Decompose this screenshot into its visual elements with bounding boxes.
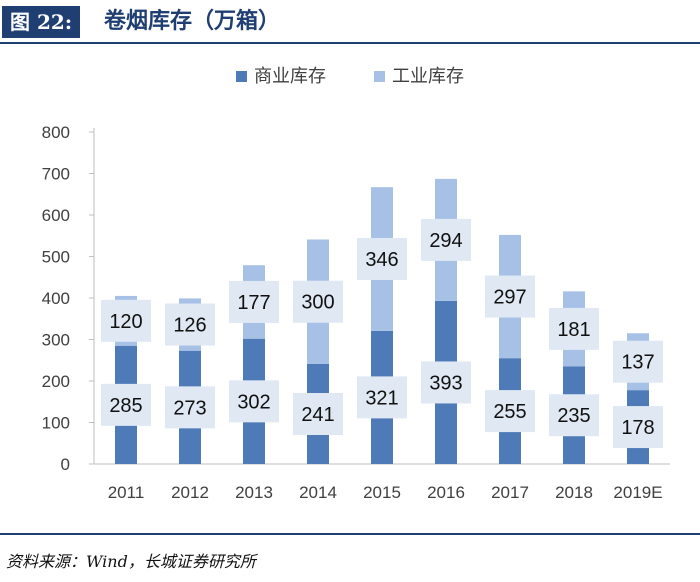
y-tick-label: 100	[42, 414, 70, 433]
x-tick-label: 2013	[235, 483, 273, 502]
data-label: 273	[173, 397, 206, 419]
data-label-box	[485, 390, 535, 433]
data-label: 321	[365, 387, 398, 409]
x-tick-label: 2014	[299, 483, 337, 502]
y-tick-label: 700	[42, 165, 70, 184]
data-label: 285	[109, 395, 142, 417]
data-label: 177	[237, 292, 270, 314]
figure-label: 图 22:	[2, 6, 81, 38]
data-label: 294	[429, 230, 462, 252]
data-label: 297	[493, 287, 526, 309]
legend: 商业库存 工业库存	[236, 66, 464, 87]
data-label: 241	[301, 404, 334, 426]
data-label-box	[357, 376, 407, 419]
x-tick-label: 2017	[491, 483, 529, 502]
data-label: 302	[237, 391, 270, 413]
data-label-box	[421, 361, 471, 404]
data-label: 137	[621, 352, 654, 374]
x-axis: 2011 2012 2013 2014 2015 2016 2017 2018 2019E	[94, 463, 670, 502]
legend-label-1: 工业库存	[392, 66, 464, 87]
y-tick-label: 300	[42, 331, 70, 350]
data-label-box	[229, 280, 279, 323]
title-bar: 图 22: 卷烟库存（万箱）	[0, 0, 700, 44]
x-tick-label: 2015	[363, 483, 401, 502]
data-label-box	[165, 303, 215, 346]
legend-swatch-0	[236, 71, 247, 82]
x-tick-label: 2016	[427, 483, 465, 502]
data-label-box	[229, 380, 279, 423]
data-label: 120	[109, 311, 142, 333]
source-note: 资料来源：Wind，长城证券研究所	[6, 552, 256, 571]
y-axis: 0 100 200 300 400 500 600 700 800	[42, 123, 95, 474]
data-label-box	[549, 394, 599, 437]
data-label: 346	[365, 249, 398, 271]
data-label: 393	[429, 372, 462, 394]
x-tick-label: 2012	[171, 483, 209, 502]
legend-label-0: 商业库存	[254, 66, 326, 87]
data-label-box	[549, 307, 599, 350]
data-label: 255	[493, 401, 526, 423]
data-label-box	[165, 386, 215, 429]
data-label-box	[613, 406, 663, 449]
data-label-box	[101, 383, 151, 426]
y-tick-label: 400	[42, 289, 70, 308]
data-label-box	[293, 392, 343, 435]
data-label: 300	[301, 292, 334, 314]
x-tick-label: 2011	[108, 483, 145, 502]
x-tick-label: 2018	[555, 483, 593, 502]
chart-title: 卷烟库存（万箱）	[104, 9, 281, 34]
data-label-box	[293, 280, 343, 323]
data-labels: 285 120 273 126 302 177 241 300 321 346 393 294 255 2…	[101, 218, 663, 449]
x-tick-label: 2019E	[613, 483, 662, 502]
data-label: 178	[621, 417, 654, 439]
data-label: 126	[173, 315, 206, 337]
y-tick-label: 500	[42, 248, 70, 267]
source-divider	[0, 533, 700, 535]
data-label: 235	[557, 405, 590, 427]
data-label-box	[421, 218, 471, 261]
y-tick-label: 0	[61, 455, 70, 474]
data-label-box	[485, 275, 535, 318]
y-tick-label: 200	[42, 372, 70, 391]
data-label-box	[101, 299, 151, 342]
legend-swatch-1	[374, 71, 385, 82]
data-label-box	[613, 340, 663, 383]
y-tick-label: 600	[42, 206, 70, 225]
y-tick-label: 800	[42, 123, 70, 142]
data-label-box	[357, 237, 407, 280]
data-label: 181	[557, 319, 590, 341]
